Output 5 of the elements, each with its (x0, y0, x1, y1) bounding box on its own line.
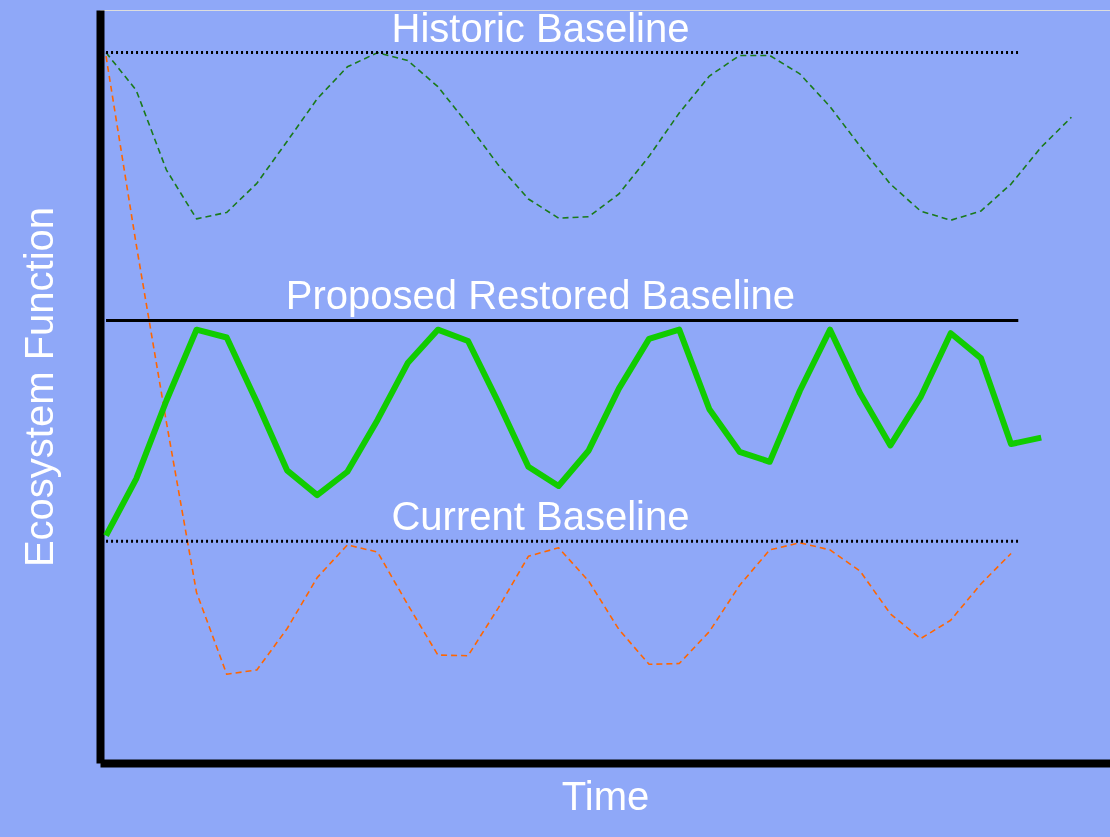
y-axis-title: Ecosystem Function (16, 206, 61, 568)
ref-line-label: Historic Baseline (391, 5, 690, 50)
ref-line-label: Current Baseline (391, 494, 690, 539)
x-axis-title: Time (561, 773, 650, 818)
ref-line-label: Proposed Restored Baseline (285, 273, 796, 318)
